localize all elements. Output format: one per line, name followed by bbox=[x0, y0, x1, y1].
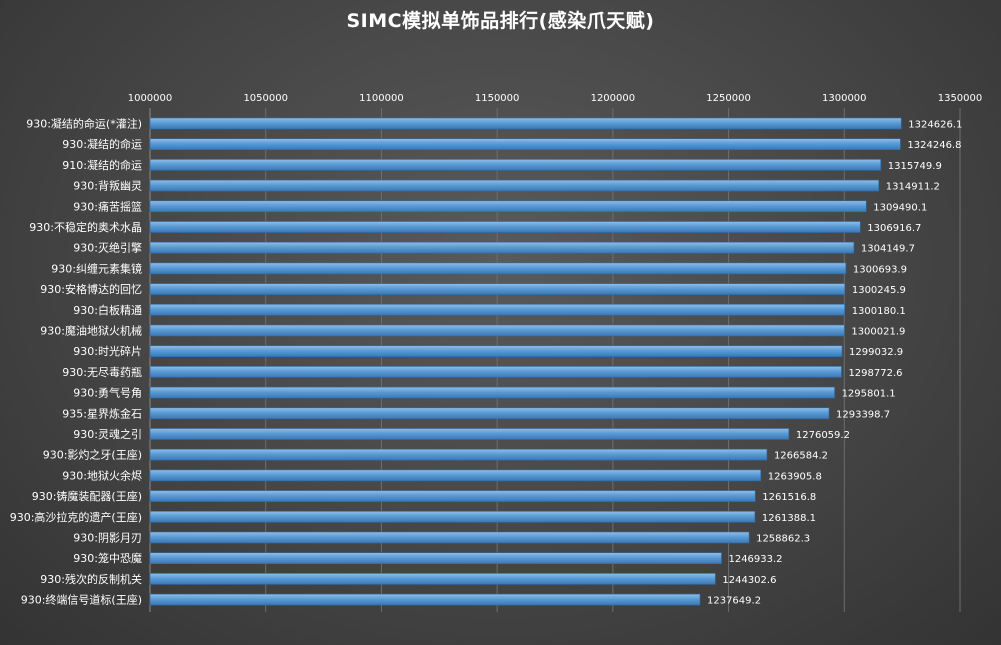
bar bbox=[149, 593, 701, 606]
category-label: 930:时光碎片 bbox=[73, 344, 142, 358]
bar bbox=[149, 283, 846, 295]
value-label: 1246933.2 bbox=[728, 554, 782, 565]
bar bbox=[149, 573, 716, 585]
bar bbox=[149, 407, 830, 420]
category-label: 930:凝结的命运(*灌注) bbox=[26, 117, 142, 131]
bar bbox=[149, 179, 880, 192]
value-label: 1300180.1 bbox=[852, 306, 906, 317]
x-tick-label: 1250000 bbox=[706, 93, 751, 104]
bar bbox=[149, 221, 861, 233]
x-tick-label: 1150000 bbox=[475, 93, 520, 104]
x-axis-ticks: 1000000 1050000 1100000 1150000 1200000 12500… bbox=[128, 93, 983, 104]
category-label: 930:纠缠元素集镜 bbox=[51, 261, 142, 275]
bar bbox=[149, 303, 846, 316]
bar bbox=[149, 552, 722, 565]
category-labels: 930:凝结的命运(*灌注) 930:凝结的命运 910:凝结的命运 930:背叛幽灵… bbox=[10, 117, 142, 607]
value-label: 1299032.9 bbox=[849, 347, 903, 358]
category-label: 930:背叛幽灵 bbox=[73, 179, 142, 193]
category-label: 930:白板精通 bbox=[73, 303, 142, 317]
category-label: 930:勇气号角 bbox=[73, 386, 142, 400]
value-label: 1324626.1 bbox=[908, 120, 962, 131]
x-tick-label: 1000000 bbox=[128, 93, 173, 104]
bar bbox=[149, 469, 762, 482]
category-label: 930:凝结的命运 bbox=[62, 137, 142, 151]
x-tick-label: 1350000 bbox=[938, 93, 983, 104]
x-tick-label: 1300000 bbox=[822, 93, 867, 104]
bar bbox=[149, 428, 790, 440]
bar bbox=[149, 262, 847, 275]
bar bbox=[149, 241, 855, 254]
value-label: 1300693.9 bbox=[853, 264, 907, 275]
value-label: 1295801.1 bbox=[842, 389, 896, 400]
category-label: 930:不稳定的奥术水晶 bbox=[29, 220, 142, 234]
bar bbox=[149, 117, 902, 130]
category-label: 930:阴影月刃 bbox=[73, 532, 142, 545]
category-label: 930:地狱火余烬 bbox=[62, 468, 142, 482]
x-tick-label: 1050000 bbox=[243, 93, 288, 104]
value-label: 1309490.1 bbox=[873, 202, 927, 213]
value-label: 1266584.2 bbox=[774, 451, 828, 462]
category-label: 930:灭绝引擎 bbox=[73, 241, 142, 255]
bar bbox=[149, 490, 756, 502]
bar bbox=[149, 200, 867, 213]
value-label: 1261388.1 bbox=[762, 513, 816, 524]
bar bbox=[149, 324, 845, 337]
value-label: 1293398.7 bbox=[836, 409, 890, 420]
grid-lines bbox=[149, 108, 961, 612]
category-label: 930:灵魂之引 bbox=[73, 427, 142, 441]
category-label: 930:高沙拉克的遗产(王座) bbox=[10, 510, 142, 524]
bar bbox=[149, 345, 843, 358]
bar bbox=[149, 510, 756, 523]
category-label: 935:星界炼金石 bbox=[62, 406, 142, 420]
category-label: 930:无尽毒药瓶 bbox=[62, 365, 142, 379]
category-label: 930:笼中恐魔 bbox=[73, 551, 142, 565]
bar bbox=[149, 448, 768, 461]
value-label: 1315749.9 bbox=[888, 161, 942, 172]
bars bbox=[149, 117, 902, 606]
x-tick-label: 1100000 bbox=[359, 93, 404, 104]
value-label: 1298772.6 bbox=[848, 368, 902, 379]
value-label: 1306916.7 bbox=[867, 223, 921, 234]
value-label: 1314911.2 bbox=[886, 182, 940, 193]
value-label: 1300021.9 bbox=[851, 327, 905, 338]
category-label: 930:影灼之牙(王座) bbox=[43, 448, 142, 462]
bar bbox=[149, 386, 835, 399]
value-label: 1300245.9 bbox=[852, 285, 906, 296]
value-label: 1261516.8 bbox=[762, 492, 816, 503]
chart-title: SIMC模拟单饰品排行(感染爪天赋) bbox=[346, 10, 655, 32]
value-label: 1258862.3 bbox=[756, 534, 810, 545]
category-label: 930:残次的反制机关 bbox=[40, 572, 142, 586]
bar bbox=[149, 531, 750, 544]
bar bbox=[149, 366, 842, 378]
bar bbox=[149, 159, 882, 171]
category-label: 930:终端信号道标(王座) bbox=[21, 593, 142, 607]
category-label: 910:凝结的命运 bbox=[62, 158, 142, 172]
category-label: 930:魔油地狱火机械 bbox=[40, 324, 142, 338]
value-label: 1276059.2 bbox=[796, 430, 850, 441]
x-tick-label: 1200000 bbox=[591, 93, 636, 104]
value-label: 1324246.8 bbox=[907, 140, 961, 151]
category-label: 930:铸魔装配器(王座) bbox=[32, 489, 142, 503]
category-label: 930:安格博达的回忆 bbox=[40, 282, 142, 296]
bar bbox=[149, 138, 901, 150]
value-label: 1244302.6 bbox=[722, 575, 776, 586]
value-label: 1263905.8 bbox=[768, 471, 822, 482]
value-labels: 1324626.1 1324246.8 1315749.9 1314911.2 1309… bbox=[707, 120, 962, 607]
value-label: 1304149.7 bbox=[861, 244, 915, 255]
value-label: 1237649.2 bbox=[707, 596, 761, 607]
category-label: 930:痛苦摇篮 bbox=[73, 199, 142, 213]
